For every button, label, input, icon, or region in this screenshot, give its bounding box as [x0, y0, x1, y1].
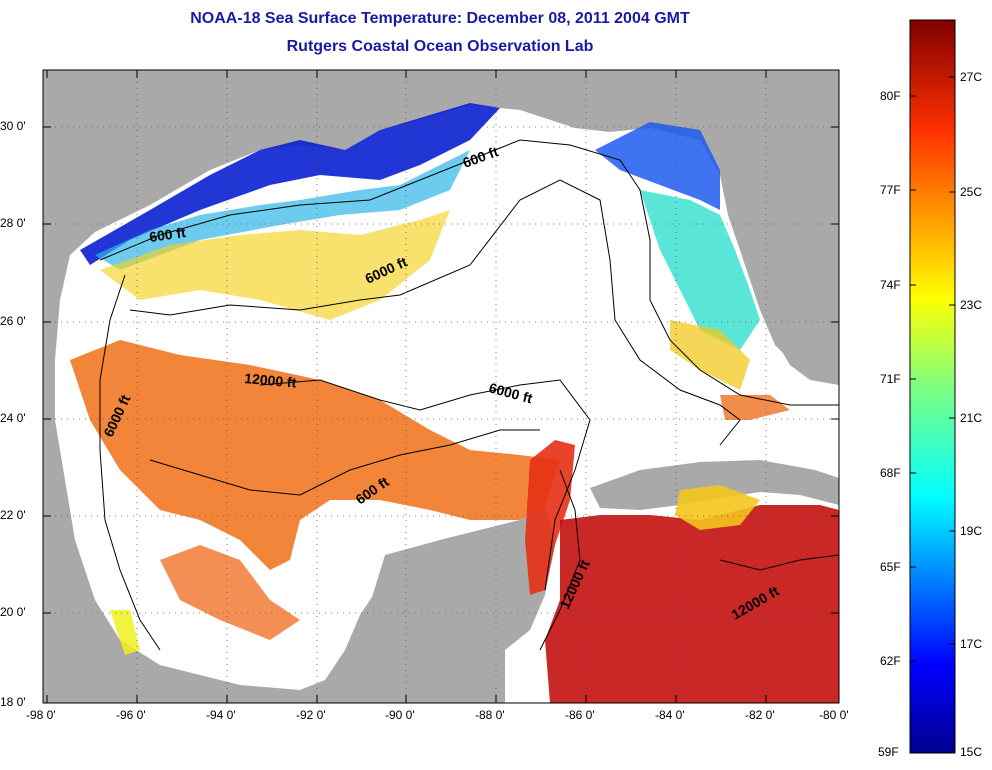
sst-yellow-band — [100, 210, 450, 320]
map-subtitle: Rutgers Coastal Ocean Observation Lab — [286, 38, 594, 55]
colorbar-label-f: 77F — [880, 183, 901, 197]
x-tick-label: -96 0' — [116, 708, 146, 722]
sst-florida-shelf — [595, 122, 720, 210]
sst-north-cold — [80, 103, 500, 265]
contour-6000ft-west — [99, 274, 161, 651]
colorbar-label-c: 25C — [960, 185, 983, 199]
colorbar-label-f: 65F — [880, 560, 901, 574]
y-tick-label: 26 0' — [0, 314, 26, 328]
colorbar-label-c: 27C — [960, 70, 983, 84]
sst-florida-yellow — [670, 320, 750, 390]
contour-6000ft-south — [259, 379, 591, 591]
colorbar — [909, 19, 956, 754]
sst-west-orange — [70, 340, 560, 570]
plot-frame — [42, 69, 840, 704]
florida-land — [700, 88, 839, 385]
x-tick-label: -90 0' — [385, 708, 415, 722]
y-tick-label: 28 0' — [0, 216, 26, 230]
x-tick-label: -88 0' — [475, 708, 505, 722]
cuba-land — [590, 460, 839, 510]
sst-loop-red — [525, 440, 575, 595]
x-tick-label: -94 0' — [206, 708, 236, 722]
x-tick-label: -82 0' — [745, 708, 775, 722]
x-tick-label: -84 0' — [655, 708, 685, 722]
contour-12000ft-caribbean — [719, 554, 839, 571]
sst-caribbean-red — [545, 505, 839, 703]
colorbar-label-c: 15C — [960, 745, 983, 759]
colorbar-label-f: 59F — [878, 745, 899, 759]
sst-cuba-yellow — [675, 485, 760, 530]
x-tick-label: -86 0' — [565, 708, 595, 722]
x-tick-label: -92 0' — [296, 708, 326, 722]
y-tick-label: 18 0' — [0, 695, 26, 709]
x-tick-label: -80 0' — [819, 708, 849, 722]
contour-12000ft-center — [129, 179, 741, 446]
sst-bay-orange — [160, 545, 300, 640]
colorbar-label-c: 19C — [960, 524, 983, 538]
colorbar-label-c: 21C — [960, 411, 983, 425]
y-tick-label: 24 0' — [0, 411, 26, 425]
map-title: NOAA-18 Sea Surface Temperature: Decembe… — [190, 10, 690, 27]
contour-12000ft-yucatan-channel — [539, 469, 581, 651]
contour-label: 600 ft — [148, 224, 187, 245]
colorbar-label-f: 68F — [880, 466, 901, 480]
contour-600ft-campeche — [149, 429, 540, 496]
colorbar-label-c: 23C — [960, 298, 983, 312]
colorbar-label-f: 74F — [880, 278, 901, 292]
yucatan-land — [330, 505, 555, 703]
y-tick-label: 22 0' — [0, 508, 26, 522]
y-tick-label: 20 0' — [0, 605, 26, 619]
colorbar-label-f: 71F — [880, 372, 901, 386]
colorbar-label-f: 62F — [880, 654, 901, 668]
x-tick-label: -98 0' — [26, 708, 56, 722]
y-tick-label: 30 0' — [0, 119, 26, 133]
sst-florida-cyan — [640, 190, 760, 350]
contour-600ft-north — [99, 139, 839, 406]
sst-north-cyan — [95, 150, 470, 270]
colorbar-label-f: 80F — [880, 89, 901, 103]
colorbar-label-c: 17C — [960, 637, 983, 651]
sst-yucatan-yellow — [110, 610, 140, 655]
contour-label: 12000 ft — [244, 370, 298, 391]
